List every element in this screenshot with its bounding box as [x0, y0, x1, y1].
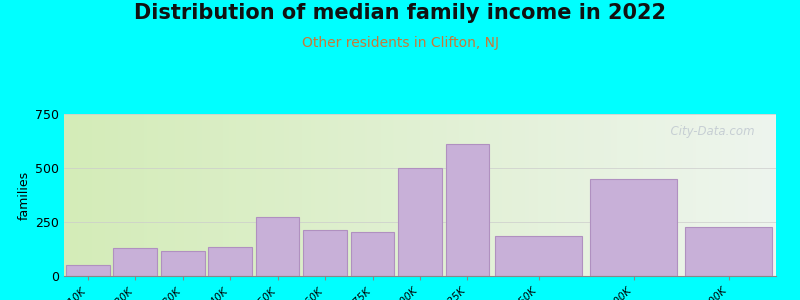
- Bar: [398, 168, 442, 276]
- Text: Distribution of median family income in 2022: Distribution of median family income in …: [134, 3, 666, 23]
- Bar: [303, 230, 347, 276]
- Bar: [685, 227, 772, 276]
- Bar: [446, 144, 490, 276]
- Bar: [66, 265, 110, 276]
- Y-axis label: families: families: [18, 170, 31, 220]
- Bar: [495, 236, 582, 276]
- Text: Other residents in Clifton, NJ: Other residents in Clifton, NJ: [302, 36, 498, 50]
- Bar: [114, 248, 157, 276]
- Text: City-Data.com: City-Data.com: [663, 125, 754, 138]
- Bar: [161, 251, 205, 276]
- Bar: [350, 232, 394, 276]
- Bar: [256, 217, 299, 276]
- Bar: [590, 179, 678, 276]
- Bar: [208, 247, 252, 276]
